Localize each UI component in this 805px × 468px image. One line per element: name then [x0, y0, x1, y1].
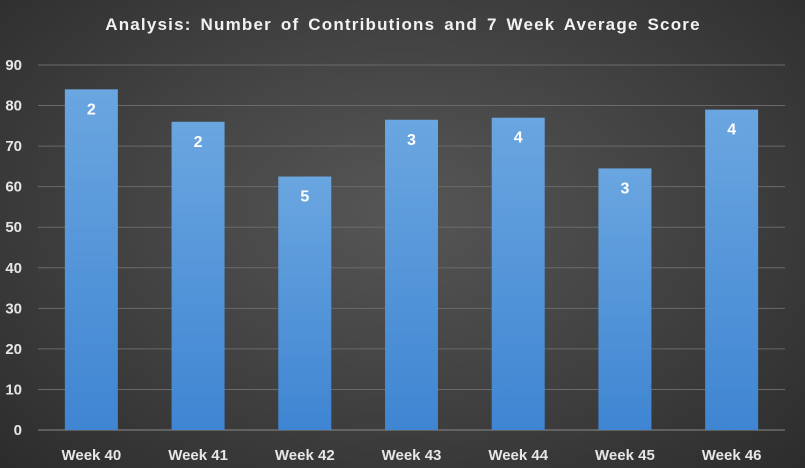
- data-label: 4: [727, 122, 736, 139]
- bars: [64, 89, 759, 431]
- data-label: 3: [620, 180, 629, 197]
- y-axis-tick-labels: 0 10 20 30 40 50 60 70 80 90: [5, 57, 22, 439]
- x-tick-label: Week 41: [168, 447, 228, 464]
- x-tick-label: Week 46: [702, 447, 762, 464]
- y-tick-label: 20: [5, 341, 22, 358]
- y-tick-label: 0: [14, 422, 22, 439]
- x-tick-label: Week 40: [61, 447, 121, 464]
- data-label: 2: [87, 101, 96, 118]
- x-tick-label: Week 42: [275, 447, 335, 464]
- y-tick-label: 40: [5, 260, 22, 277]
- bar: [64, 89, 118, 430]
- data-label: 3: [407, 132, 416, 149]
- bar: [598, 168, 652, 430]
- y-tick-label: 30: [5, 300, 22, 317]
- bar: [705, 109, 759, 430]
- x-tick-label: Week 44: [488, 447, 548, 464]
- y-tick-label: 70: [5, 138, 22, 155]
- y-tick-label: 60: [5, 179, 22, 196]
- bar: [491, 117, 545, 430]
- y-tick-label: 90: [5, 57, 22, 74]
- data-label: 5: [300, 189, 309, 206]
- bar: [385, 119, 438, 430]
- data-label: 4: [514, 130, 523, 147]
- y-tick-label: 50: [5, 219, 22, 236]
- bar: [171, 121, 225, 431]
- y-tick-label: 80: [5, 98, 22, 115]
- data-label: 2: [194, 134, 203, 151]
- x-axis-tick-labels: Week 40 Week 41 Week 42 Week 43 Week 44 Week …: [61, 447, 761, 464]
- bar-data-labels: 2 2 5 3 4 3 4: [87, 101, 736, 205]
- x-tick-label: Week 45: [595, 447, 655, 464]
- y-tick-label: 10: [5, 381, 22, 398]
- x-tick-label: Week 43: [382, 447, 442, 464]
- chart-title: Analysis: Number of Contributions and 7 …: [105, 15, 701, 34]
- bar: [278, 176, 332, 430]
